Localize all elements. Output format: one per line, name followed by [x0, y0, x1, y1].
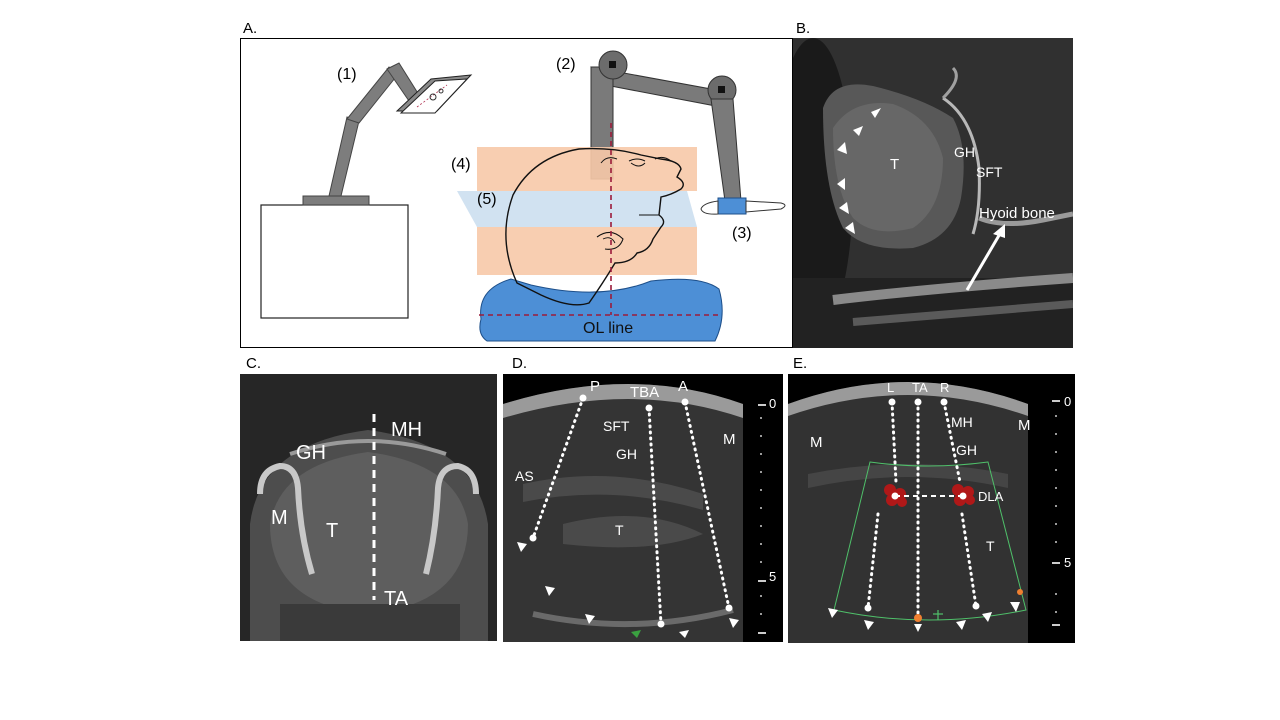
callout-2: (2) — [556, 56, 576, 73]
label-sft: SFT — [976, 164, 1003, 180]
line-p — [531, 396, 585, 540]
panel-e-ultrasound: L TA R MH GH DLA T M M 0 5 — [788, 374, 1075, 643]
line-l — [866, 512, 880, 610]
patient-head-outline — [505, 147, 684, 306]
label-hyoid-bone: Hyoid bone — [979, 205, 1055, 222]
panel-c-letter: C. — [246, 355, 261, 372]
label-ta: TA — [384, 588, 409, 610]
ol-line-label: OL line — [583, 320, 634, 337]
scale-5: 5 — [769, 569, 777, 584]
label-a: A — [678, 378, 689, 395]
panel-e-letter: E. — [793, 355, 808, 372]
label-gh: GH — [956, 442, 977, 458]
probe-handle — [745, 200, 786, 213]
panel-b-sagittal-mri: T GH SFT Hyoid bone — [793, 38, 1073, 348]
label-mh: MH — [391, 419, 423, 441]
panel-c-coronal-mri: GH MH M T TA — [240, 374, 497, 641]
label-gh: GH — [954, 144, 975, 160]
panel-a-letter: A. — [243, 20, 258, 37]
coronal-plane — [477, 147, 697, 191]
callout-1: (1) — [337, 66, 357, 83]
depth-scale — [1052, 400, 1060, 626]
coronal-mri-image — [240, 374, 497, 641]
panel-d-letter: D. — [512, 355, 527, 372]
label-l: L — [887, 380, 895, 395]
label-t: T — [615, 522, 624, 538]
ultrasound-probe — [717, 197, 747, 215]
sagittal-mri-image — [793, 38, 1073, 348]
label-tba: TBA — [630, 384, 660, 401]
label-t: T — [986, 538, 995, 554]
ear-outline — [596, 231, 624, 250]
label-p: P — [590, 378, 601, 395]
depth-scale — [758, 404, 766, 634]
scale-0: 0 — [769, 396, 777, 411]
label-ta: TA — [912, 380, 928, 395]
panel-d-ultrasound: P TBA A SFT GH AS T M 0 5 — [503, 374, 783, 642]
label-m-left: M — [810, 434, 823, 451]
line-r — [960, 512, 978, 608]
callout-4: (4) — [451, 156, 471, 173]
panel-b-letter: B. — [796, 20, 811, 37]
monitor-arm-lower — [328, 116, 360, 197]
scale-0: 0 — [1064, 394, 1072, 409]
tongue-coronal — [270, 452, 468, 614]
label-t: T — [326, 520, 339, 542]
line-tba — [647, 406, 663, 626]
label-gh: GH — [296, 442, 326, 464]
label-m: M — [723, 431, 736, 448]
hyoid-arrow — [965, 231, 1003, 291]
console-mount — [302, 195, 370, 206]
label-as: AS — [515, 468, 534, 484]
scale-5: 5 — [1064, 555, 1072, 570]
label-m-right: M — [1018, 417, 1031, 434]
label-r: R — [940, 380, 950, 395]
label-t: T — [890, 156, 900, 173]
line-a — [683, 400, 731, 610]
ultrasound-d-image — [503, 384, 766, 642]
ultrasound-e-image — [788, 382, 1060, 643]
robot-arm-right-column — [710, 98, 742, 202]
roi-sector — [833, 461, 1027, 621]
label-m: M — [271, 507, 288, 529]
callout-3: (3) — [732, 225, 752, 242]
axial-plane — [457, 191, 697, 227]
label-mh: MH — [951, 414, 973, 430]
setup-illustration — [260, 50, 786, 342]
label-gh: GH — [616, 446, 637, 462]
panel-a-setup-diagram: (1) (2) (3) (4) (5) OL line — [240, 38, 793, 348]
label-sft: SFT — [603, 418, 630, 434]
callout-5: (5) — [477, 191, 497, 208]
label-dla: DLA — [978, 489, 1004, 504]
monitor-screen — [399, 78, 469, 114]
ultrasound-console — [260, 204, 409, 319]
